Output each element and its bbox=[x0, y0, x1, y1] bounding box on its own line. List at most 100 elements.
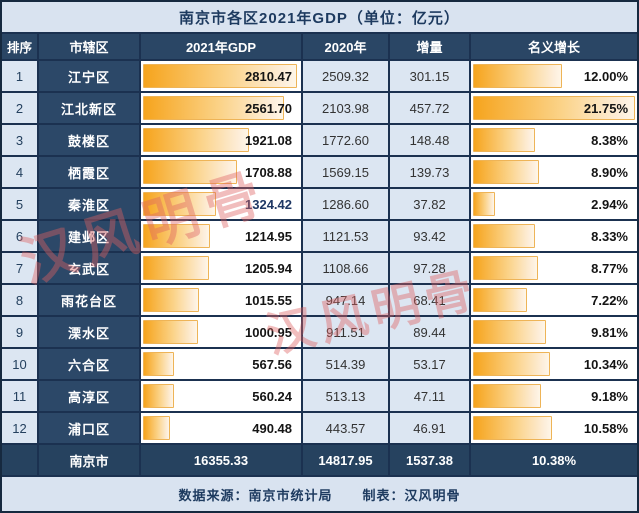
gdp-2021-value: 560.24 bbox=[252, 388, 292, 404]
gdp-2021-cell: 1015.55 bbox=[141, 285, 301, 315]
delta-cell: 97.28 bbox=[390, 253, 469, 283]
growth-cell: 8.77% bbox=[471, 253, 637, 283]
table-row: 3 鼓楼区 1921.08 1772.60 148.48 8.38% bbox=[2, 125, 637, 155]
growth-value: 7.22% bbox=[591, 292, 628, 308]
delta-cell: 46.91 bbox=[390, 413, 469, 443]
district-cell: 六合区 bbox=[39, 349, 139, 379]
rank-cell: 2 bbox=[2, 93, 37, 123]
table-row: 6 建邺区 1214.95 1121.53 93.42 8.33% bbox=[2, 221, 637, 251]
growth-bar bbox=[473, 384, 542, 408]
gdp-bar bbox=[143, 128, 249, 152]
growth-bar bbox=[473, 128, 536, 152]
gdp-2020-cell: 1286.60 bbox=[303, 189, 388, 219]
table-header-row: 排序 市辖区 2021年GDP 2020年 增量 名义增长 bbox=[2, 34, 637, 59]
table-row: 4 栖霞区 1708.88 1569.15 139.73 8.90% bbox=[2, 157, 637, 187]
gdp-2020-cell: 1772.60 bbox=[303, 125, 388, 155]
page-title-bar: 南京市各区2021年GDP（单位：亿元） bbox=[2, 2, 637, 32]
table-row: 12 浦口区 490.48 443.57 46.91 10.58% bbox=[2, 413, 637, 443]
growth-bar bbox=[473, 96, 635, 120]
delta-cell: 93.42 bbox=[390, 221, 469, 251]
gdp-bar bbox=[143, 192, 216, 216]
growth-value: 9.18% bbox=[591, 388, 628, 404]
total-gdp-2020: 14817.95 bbox=[303, 445, 388, 475]
total-label: 南京市 bbox=[39, 445, 139, 475]
table-row: 9 溧水区 1000.95 911.51 89.44 9.81% bbox=[2, 317, 637, 347]
gdp-bar bbox=[143, 320, 199, 344]
growth-cell: 21.75% bbox=[471, 93, 637, 123]
rank-cell: 8 bbox=[2, 285, 37, 315]
table-row: 8 雨花台区 1015.55 947.14 68.41 7.22% bbox=[2, 285, 637, 315]
district-cell: 高淳区 bbox=[39, 381, 139, 411]
growth-bar bbox=[473, 160, 540, 184]
gdp-2021-cell: 1708.88 bbox=[141, 157, 301, 187]
table-row: 7 玄武区 1205.94 1108.66 97.28 8.77% bbox=[2, 253, 637, 283]
district-cell: 江北新区 bbox=[39, 93, 139, 123]
gdp-bar bbox=[143, 352, 175, 376]
gdp-2021-cell: 2561.70 bbox=[141, 93, 301, 123]
growth-value: 12.00% bbox=[583, 68, 628, 84]
delta-cell: 68.41 bbox=[390, 285, 469, 315]
growth-cell: 12.00% bbox=[471, 61, 637, 91]
table-row: 11 高淳区 560.24 513.13 47.11 9.18% bbox=[2, 381, 637, 411]
col-header-rank: 排序 bbox=[2, 34, 37, 59]
col-header-gdp2020: 2020年 bbox=[303, 34, 388, 59]
gdp-2020-cell: 1121.53 bbox=[303, 221, 388, 251]
table-maker-label: 制表：汉风明骨 bbox=[362, 487, 461, 503]
gdp-2021-value: 1214.95 bbox=[245, 228, 292, 244]
growth-cell: 2.94% bbox=[471, 189, 637, 219]
growth-value: 10.58% bbox=[583, 420, 628, 436]
total-row: 南京市 16355.33 14817.95 1537.38 10.38% bbox=[2, 445, 637, 475]
col-header-growth: 名义增长 bbox=[471, 34, 637, 59]
rank-cell: 11 bbox=[2, 381, 37, 411]
gdp-2021-cell: 2810.47 bbox=[141, 61, 301, 91]
growth-value: 2.94% bbox=[591, 196, 628, 212]
footer-bar: 数据来源：南京市统计局 制表：汉风明骨 bbox=[2, 477, 637, 511]
total-growth: 10.38% bbox=[471, 445, 637, 475]
growth-bar bbox=[473, 320, 547, 344]
district-cell: 玄武区 bbox=[39, 253, 139, 283]
gdp-2021-value: 1708.88 bbox=[245, 164, 292, 180]
growth-cell: 10.58% bbox=[471, 413, 637, 443]
gdp-2020-cell: 911.51 bbox=[303, 317, 388, 347]
gdp-2020-cell: 947.14 bbox=[303, 285, 388, 315]
growth-value: 8.33% bbox=[591, 228, 628, 244]
gdp-bar bbox=[143, 416, 170, 440]
district-cell: 江宁区 bbox=[39, 61, 139, 91]
district-cell: 溧水区 bbox=[39, 317, 139, 347]
growth-cell: 8.33% bbox=[471, 221, 637, 251]
growth-bar bbox=[473, 416, 552, 440]
gdp-2021-cell: 1205.94 bbox=[141, 253, 301, 283]
total-rank-cell bbox=[2, 445, 37, 475]
gdp-2021-value: 1000.95 bbox=[245, 324, 292, 340]
delta-cell: 457.72 bbox=[390, 93, 469, 123]
table-row: 10 六合区 567.56 514.39 53.17 10.34% bbox=[2, 349, 637, 379]
gdp-2021-cell: 567.56 bbox=[141, 349, 301, 379]
growth-bar bbox=[473, 288, 527, 312]
rank-cell: 3 bbox=[2, 125, 37, 155]
district-cell: 建邺区 bbox=[39, 221, 139, 251]
gdp-bar bbox=[143, 160, 237, 184]
rank-cell: 6 bbox=[2, 221, 37, 251]
gdp-2020-cell: 2509.32 bbox=[303, 61, 388, 91]
rank-cell: 7 bbox=[2, 253, 37, 283]
delta-cell: 89.44 bbox=[390, 317, 469, 347]
district-cell: 雨花台区 bbox=[39, 285, 139, 315]
growth-bar bbox=[473, 192, 495, 216]
growth-value: 9.81% bbox=[591, 324, 628, 340]
gdp-2020-cell: 443.57 bbox=[303, 413, 388, 443]
delta-cell: 148.48 bbox=[390, 125, 469, 155]
growth-cell: 10.34% bbox=[471, 349, 637, 379]
district-cell: 秦淮区 bbox=[39, 189, 139, 219]
total-gdp-2021: 16355.33 bbox=[141, 445, 301, 475]
gdp-2021-value: 2810.47 bbox=[245, 68, 292, 84]
rank-cell: 10 bbox=[2, 349, 37, 379]
growth-bar bbox=[473, 256, 539, 280]
gdp-2021-value: 2561.70 bbox=[245, 100, 292, 116]
gdp-bar bbox=[143, 96, 284, 120]
rank-cell: 5 bbox=[2, 189, 37, 219]
district-cell: 浦口区 bbox=[39, 413, 139, 443]
growth-value: 10.34% bbox=[583, 356, 628, 372]
growth-bar bbox=[473, 64, 563, 88]
total-delta: 1537.38 bbox=[390, 445, 469, 475]
gdp-bar bbox=[143, 64, 298, 88]
